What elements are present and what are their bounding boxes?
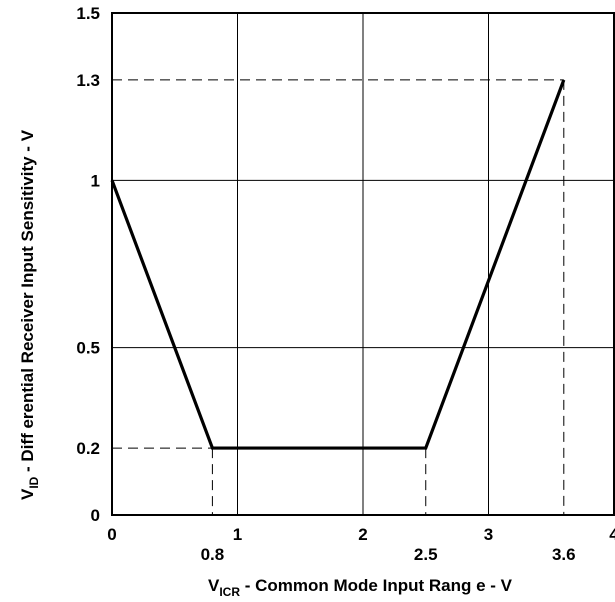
y-tick-label: 1 xyxy=(91,171,100,190)
y-tick-label: 0.5 xyxy=(76,339,100,358)
x-reference-tick-label: 3.6 xyxy=(552,545,576,564)
x-axis-title-main: V xyxy=(208,576,220,595)
x-tick-labels: 0 1 2 3 4 0.8 2.5 3.6 xyxy=(107,525,615,564)
x-tick-label: 4 xyxy=(609,525,615,544)
y-axis-title: VID - Diff erential Receiver Input Sensi… xyxy=(18,129,41,500)
y-axis-title-rest: - Diff erential Receiver Input Sensitivi… xyxy=(18,129,37,476)
y-axis-title-main: V xyxy=(18,488,37,500)
y-tick-label: 0.2 xyxy=(76,439,100,458)
reference-lines xyxy=(112,79,565,515)
x-reference-tick-label: 2.5 xyxy=(414,545,438,564)
x-axis-title-subscript: ICR xyxy=(219,585,240,599)
y-tick-label: 1.5 xyxy=(76,4,100,23)
series-line xyxy=(110,79,566,450)
y-tick-label: 1.3 xyxy=(76,71,100,90)
x-tick-label: 3 xyxy=(484,525,493,544)
series-group xyxy=(110,79,566,450)
x-tick-label: 2 xyxy=(358,525,367,544)
y-tick-label: 0 xyxy=(91,506,100,525)
plot-frame xyxy=(111,12,615,516)
x-axis-title: VICR - Common Mode Input Rang e - V xyxy=(208,576,513,599)
x-axis-title-rest: - Common Mode Input Rang e - V xyxy=(240,576,513,595)
x-tick-label: 0 xyxy=(107,525,116,544)
grid-lines xyxy=(112,13,614,515)
y-tick-labels: 0 0.2 0.5 1 1.3 1.5 xyxy=(76,4,100,525)
x-tick-label: 1 xyxy=(233,525,242,544)
y-axis-title-subscript: ID xyxy=(27,476,41,488)
x-reference-tick-label: 0.8 xyxy=(201,545,225,564)
